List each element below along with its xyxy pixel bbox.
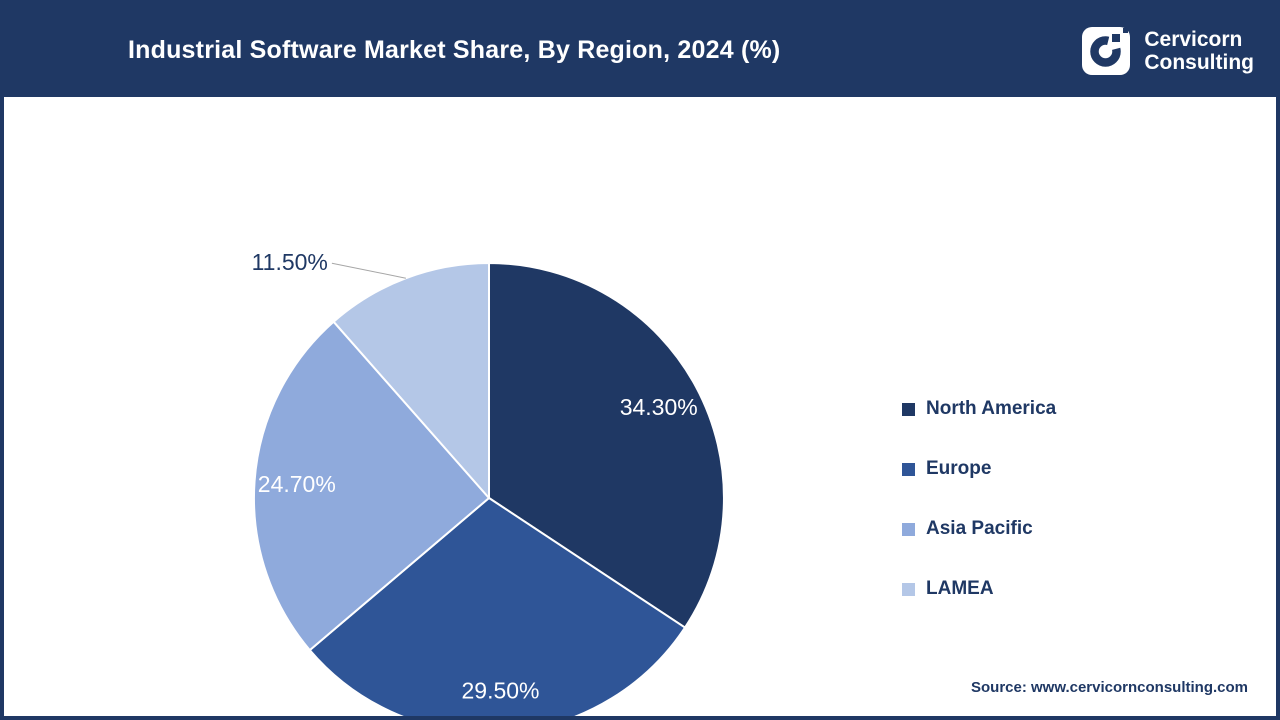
legend-swatch-asia-pacific <box>902 522 915 536</box>
legend-swatch-lamea <box>902 582 915 596</box>
pie-slice-europe[interactable] <box>308 497 686 720</box>
pie-data-label-lamea: 11.50% <box>252 249 328 275</box>
legend-item-asia-pacific[interactable]: Asia Pacific <box>902 517 1056 541</box>
chart-legend: North America Europe Asia Pacific LAMEA <box>902 397 1056 637</box>
legend-item-north-america[interactable]: North America <box>902 397 1056 421</box>
header-bar: Industrial Software Market Share, By Reg… <box>4 4 1276 97</box>
legend-label-lamea: LAMEA <box>926 578 994 599</box>
source-attribution: Source: www.cervicornconsulting.com <box>970 679 1248 696</box>
legend-label-asia-pacific: Asia Pacific <box>926 518 1033 539</box>
pie-data-label-europe: 29.50% <box>461 677 539 703</box>
pie-chart: 34.30% 29.50% 24.70% 11.50% <box>252 249 725 720</box>
legend-item-lamea[interactable]: LAMEA <box>902 577 1056 601</box>
brand-name-line2: Consulting <box>1144 50 1254 74</box>
chart-area: 34.30% 29.50% 24.70% 11.50% North America E… <box>4 97 1276 716</box>
legend-swatch-europe <box>902 462 915 476</box>
pie-data-label-asia-pacific: 24.70% <box>258 471 336 497</box>
page-title: Industrial Software Market Share, By Reg… <box>128 36 781 64</box>
pie-slice-lamea[interactable] <box>332 262 490 499</box>
legend-label-north-america: North America <box>926 398 1057 419</box>
pie-leader-line <box>331 262 406 279</box>
brand-name: Cervicorn Consulting <box>1144 28 1254 74</box>
cervicorn-logo-icon <box>1082 26 1131 75</box>
pie-slice-asia-pacific[interactable] <box>252 320 490 652</box>
legend-label-europe: Europe <box>926 458 992 479</box>
brand-lockup: Cervicorn Consulting <box>1082 26 1254 75</box>
logo-c-glyph <box>1090 27 1129 67</box>
legend-swatch-north-america <box>902 402 915 416</box>
pie-data-label-north-america: 34.30% <box>620 394 698 420</box>
legend-item-europe[interactable]: Europe <box>902 457 1056 481</box>
brand-name-line1: Cervicorn <box>1144 27 1243 51</box>
